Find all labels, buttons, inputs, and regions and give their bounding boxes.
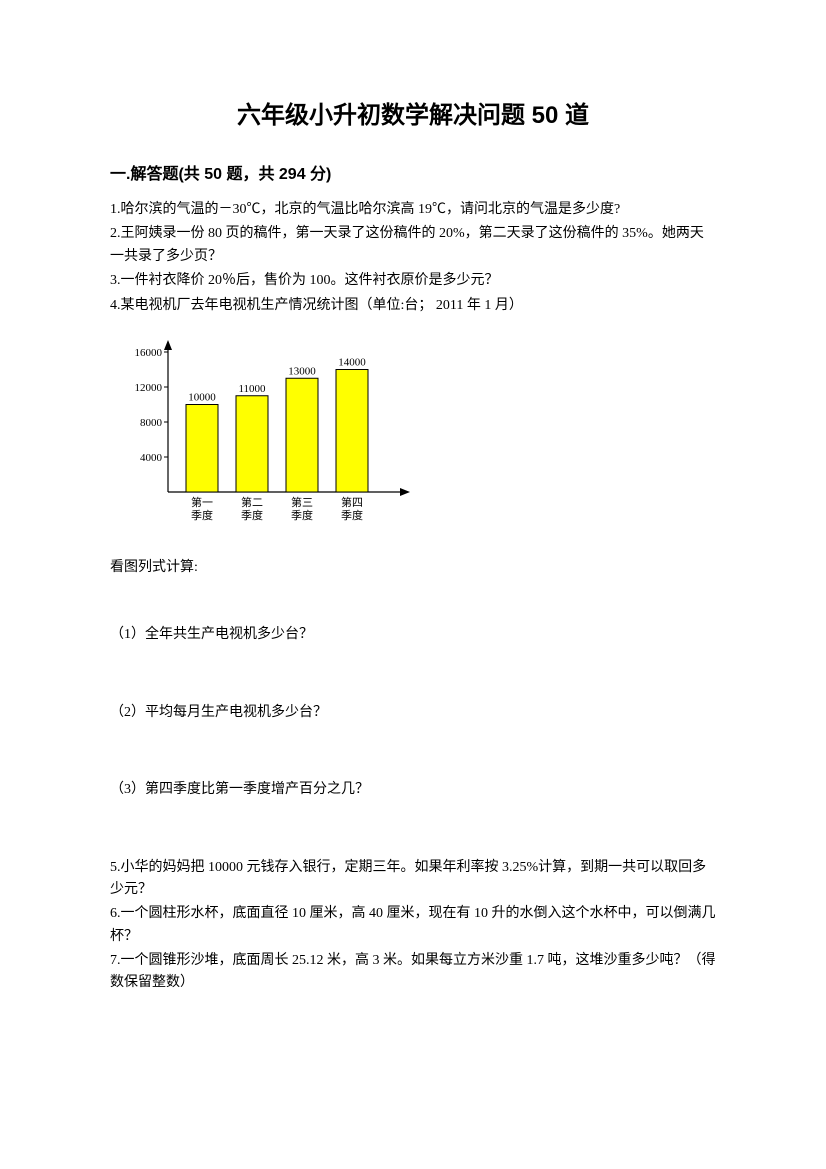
bar-chart: 40008000120001600010000第一季度11000第二季度1300… [120, 332, 716, 532]
svg-text:4000: 4000 [140, 452, 163, 464]
svg-text:12000: 12000 [135, 382, 163, 394]
svg-text:季度: 季度 [191, 508, 213, 522]
svg-text:13000: 13000 [288, 365, 316, 377]
svg-text:季度: 季度 [341, 508, 363, 522]
svg-text:11000: 11000 [238, 383, 266, 395]
bar-chart-svg: 40008000120001600010000第一季度11000第二季度1300… [120, 332, 420, 532]
question-2: 2.王阿姨录一份 80 页的稿件，第一天录了这份稿件的 20%，第二天录了这份稿… [110, 223, 716, 268]
question-7: 7.一个圆锥形沙堆，底面周长 25.12 米，高 3 米。如果每立方米沙重 1.… [110, 950, 716, 995]
page-title: 六年级小升初数学解决问题 50 道 [110, 95, 716, 130]
svg-text:第一: 第一 [191, 495, 213, 509]
question-5: 5.小华的妈妈把 10000 元钱存入银行，定期三年。如果年利率按 3.25%计… [110, 857, 716, 902]
svg-text:第四: 第四 [341, 495, 363, 509]
sub-question-3: （3）第四季度比第一季度增产百分之几？ [110, 779, 716, 801]
question-4: 4.某电视机厂去年电视机生产情况统计图（单位:台； 2011 年 1 月） [110, 295, 716, 317]
question-6: 6.一个圆柱形水杯，底面直径 10 厘米，高 40 厘米，现在有 10 升的水倒… [110, 903, 716, 948]
svg-text:季度: 季度 [291, 508, 313, 522]
svg-text:10000: 10000 [188, 391, 216, 403]
svg-text:8000: 8000 [140, 417, 163, 429]
sub-question-2: （2）平均每月生产电视机多少台？ [110, 702, 716, 724]
svg-text:14000: 14000 [338, 356, 366, 368]
svg-text:第二: 第二 [241, 495, 263, 509]
svg-text:第三: 第三 [291, 495, 313, 509]
section-header: 一.解答题(共 50 题，共 294 分) [110, 160, 716, 184]
chart-caption: 看图列式计算: [110, 557, 716, 579]
svg-text:季度: 季度 [241, 508, 263, 522]
sub-question-1: （1）全年共生产电视机多少台？ [110, 624, 716, 646]
question-1: 1.哈尔滨的气温的－30℃，北京的气温比哈尔滨高 19℃，请问北京的气温是多少度… [110, 199, 716, 221]
question-3: 3.一件衬衣降价 20％后，售价为 100。这件衬衣原价是多少元？ [110, 270, 716, 292]
svg-text:16000: 16000 [135, 347, 163, 359]
